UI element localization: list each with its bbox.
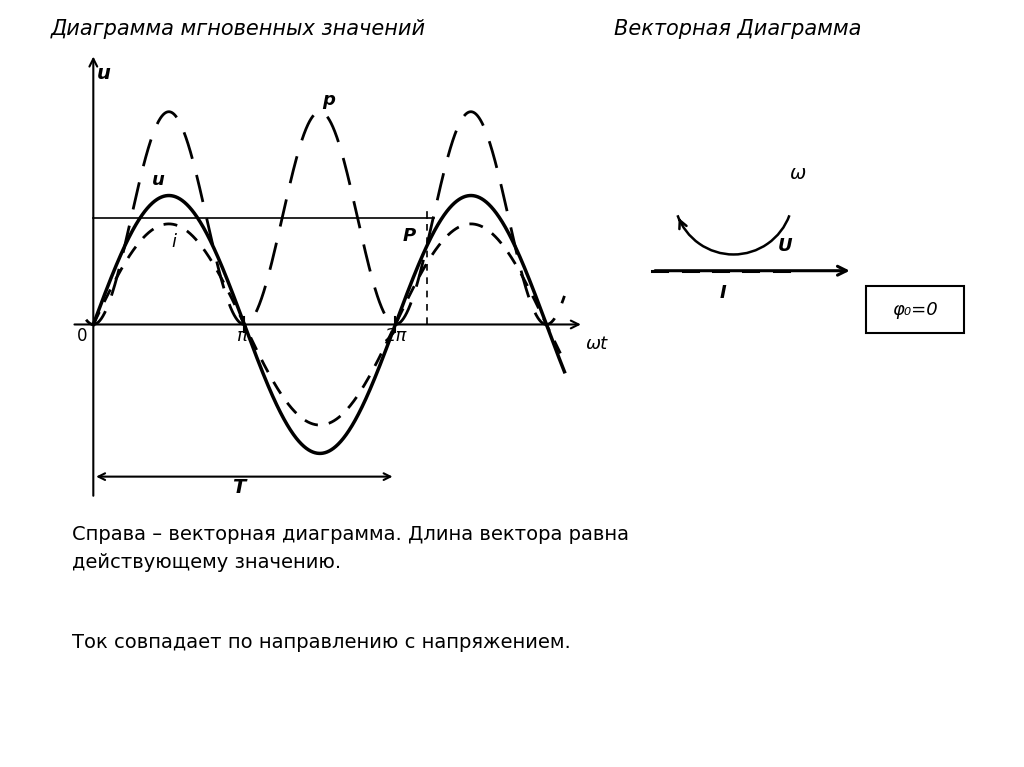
Text: p: p bbox=[323, 91, 335, 109]
Text: Векторная Диаграмма: Векторная Диаграмма bbox=[614, 19, 862, 39]
Text: U: U bbox=[777, 237, 793, 255]
FancyBboxPatch shape bbox=[865, 286, 964, 334]
Text: Ток совпадает по направлению с напряжением.: Ток совпадает по направлению с напряжени… bbox=[72, 633, 570, 652]
Text: P: P bbox=[402, 227, 416, 245]
Text: Справа – векторная диаграмма. Длина вектора равна
действующему значению.: Справа – векторная диаграмма. Длина вект… bbox=[72, 525, 629, 572]
Text: Диаграмма мгновенных значений: Диаграмма мгновенных значений bbox=[51, 19, 426, 39]
Text: i: i bbox=[171, 233, 176, 251]
Text: ωt: ωt bbox=[586, 334, 608, 353]
Text: T: T bbox=[232, 479, 245, 497]
Text: 0: 0 bbox=[77, 328, 87, 345]
Text: 2π: 2π bbox=[385, 328, 408, 345]
Text: I: I bbox=[719, 284, 726, 301]
Text: u: u bbox=[152, 171, 165, 189]
Text: π: π bbox=[236, 328, 247, 345]
Text: ω: ω bbox=[791, 163, 807, 183]
Text: φ₀=0: φ₀=0 bbox=[892, 301, 938, 318]
Text: u: u bbox=[97, 64, 111, 83]
